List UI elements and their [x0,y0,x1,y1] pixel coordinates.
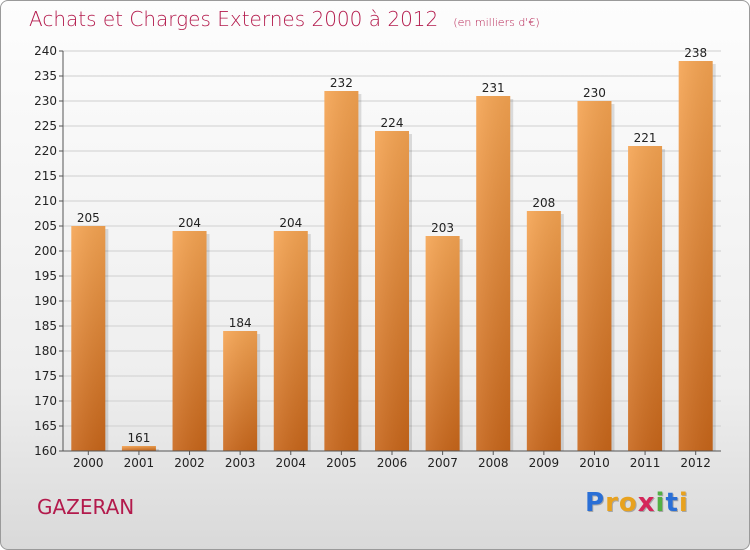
bar-value-label: 232 [330,76,353,90]
bar-shine [71,226,106,451]
y-tick-label: 240 [34,44,57,58]
logo-letter: P [585,488,606,518]
bar-value-label: 184 [229,316,252,330]
x-tick-label: 2000 [73,456,104,470]
bar-value-label: 204 [178,216,201,230]
x-tick-label: 2008 [478,456,509,470]
chart-title: Achats et Charges Externes 2000 à 2012 [29,7,439,31]
bar-value-label: 230 [583,86,606,100]
logo-letter: i [678,488,689,518]
bar-shine [375,131,409,451]
x-tick-label: 2002 [174,456,205,470]
bar-shine [273,231,308,451]
chart-unit: (en milliers d'€) [453,16,540,29]
bar-value-label: 221 [634,131,657,145]
bar-value-label: 231 [482,81,505,95]
logo-letter: r [605,488,619,518]
bar-shine [324,91,359,451]
y-tick-label: 160 [34,444,57,458]
commune-name: GAZERAN [37,495,135,519]
bar-shine [121,446,156,451]
x-axis-ticks: 2000 2001 2002 2003 2004 2005 2006 2007 2008 2009… [73,451,711,470]
chart-title-block: Achats et Charges Externes 2000 à 2012 (… [29,7,540,31]
x-tick-label: 2006 [377,456,408,470]
x-tick-label: 2009 [529,456,560,470]
bar-shine [425,236,460,451]
y-tick-label: 170 [34,394,57,408]
y-axis-ticks: 160 165 170 175 180 185 190 195 200 205 210 215 220 2… [34,44,63,458]
logo-letter: x [637,488,656,518]
y-tick-label: 200 [34,244,57,258]
y-tick-label: 235 [34,69,57,83]
x-tick-label: 2012 [680,456,711,470]
y-tick-label: 175 [34,369,57,383]
bars: 205 161 204 184 204 232 224 203 231 208 230 221 238 [71,46,716,451]
x-tick-label: 2010 [579,456,610,470]
y-tick-label: 185 [34,319,57,333]
bar-value-label: 238 [684,46,707,60]
x-tick-label: 2004 [275,456,306,470]
logo-letter: i [655,488,666,518]
x-tick-label: 2001 [124,456,155,470]
bar-value-label: 205 [77,211,100,225]
bar-shine [678,61,713,451]
y-tick-label: 230 [34,94,57,108]
x-tick-label: 2007 [427,456,458,470]
y-tick-label: 210 [34,194,57,208]
y-tick-label: 215 [34,169,57,183]
y-tick-label: 195 [34,269,57,283]
y-tick-label: 225 [34,119,57,133]
bar-shine [628,146,663,451]
bar-value-label: 203 [431,221,454,235]
x-tick-label: 2011 [630,456,661,470]
bar-shine [223,331,258,451]
bar-shine [526,211,561,451]
bar-value-label: 224 [381,116,404,130]
y-tick-label: 190 [34,294,57,308]
bar-shine [172,231,207,451]
bar-value-label: 208 [532,196,555,210]
logo-letter: t [665,488,679,518]
y-tick-label: 165 [34,419,57,433]
y-tick-label: 205 [34,219,57,233]
bar-value-label: 161 [127,431,150,445]
proxiti-logo: Proxiti [585,488,689,518]
axes [62,51,721,452]
bar-shine [577,101,612,451]
x-tick-label: 2003 [225,456,256,470]
logo-letter: o [618,488,638,518]
y-tick-label: 220 [34,144,57,158]
bar-value-label: 204 [279,216,302,230]
bar-shine [476,96,511,451]
y-tick-label: 180 [34,344,57,358]
x-tick-label: 2005 [326,456,357,470]
